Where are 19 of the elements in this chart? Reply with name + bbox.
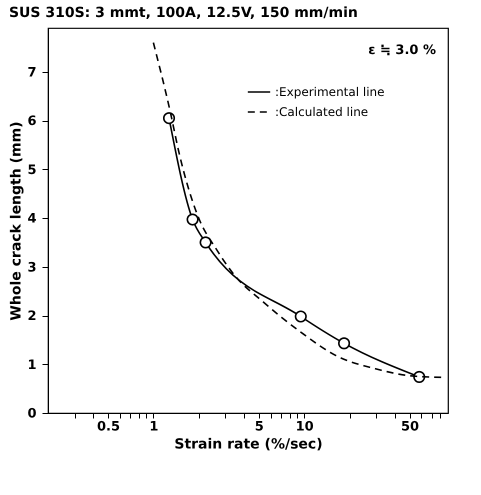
y-tick-label: 2 [27, 309, 36, 324]
y-tick-label: 4 [27, 212, 36, 227]
y-axis-title: Whole crack length (mm) [8, 121, 24, 321]
legend-label: :Calculated line [275, 105, 368, 119]
chart-title: SUS 310S: 3 mmt, 100A, 12.5V, 150 mm/min [8, 5, 358, 21]
annotation: ε ≒ 3.0 % [368, 43, 436, 58]
x-tick-label: 10 [296, 420, 314, 434]
x-axis-title: Strain rate (%/sec) [174, 436, 323, 452]
y-tick-label: 7 [27, 65, 36, 80]
x-tick-label: 1 [149, 420, 158, 434]
x-tick-label: 50 [400, 420, 420, 434]
legend-label: :Experimental line [275, 85, 385, 99]
y-tick-label: 3 [27, 260, 36, 276]
x-tick-label: 5 [254, 420, 264, 434]
x-tick-label: 0.5 [96, 420, 120, 434]
y-tick-label: 5 [27, 162, 36, 178]
y-tick-label: 1 [27, 358, 36, 373]
y-tick-label: 0 [27, 406, 36, 422]
y-tick-label: 6 [27, 114, 36, 130]
